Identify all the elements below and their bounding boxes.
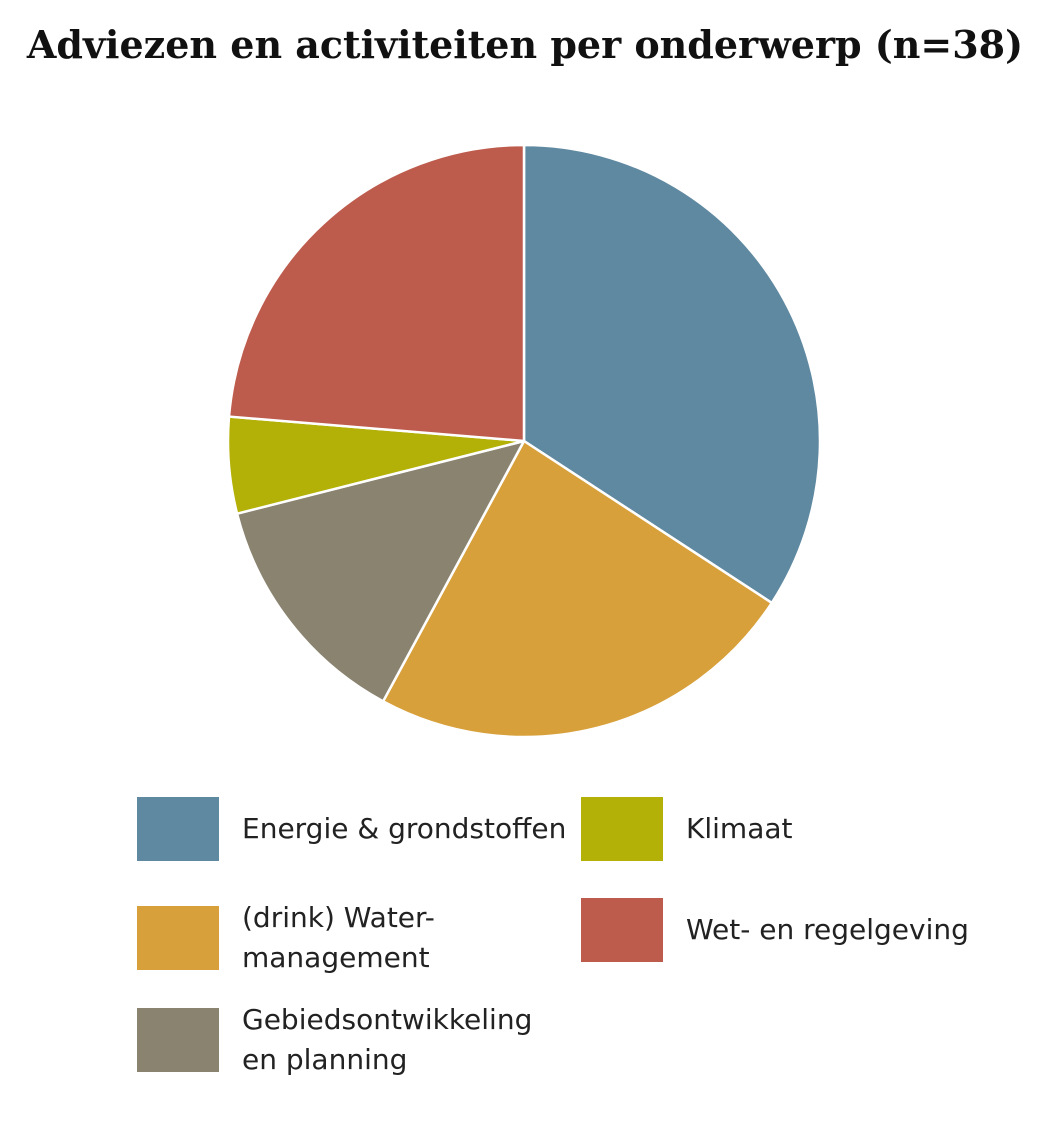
legend-item-gebiedsontwikkeling: Gebiedsontwikkeling en planning xyxy=(137,1000,532,1080)
legend-swatch-gebiedsontwikkeling xyxy=(137,1008,219,1072)
pie-slice-water xyxy=(381,439,774,739)
legend-item-water: (drink) Water- management xyxy=(137,898,435,978)
pie-slice-wetgeving xyxy=(227,143,526,443)
legend-label-gebiedsontwikkeling: Gebiedsontwikkeling en planning xyxy=(242,1003,533,1076)
pie-slice-gebiedsontwikkeling xyxy=(235,439,526,703)
legend-swatch-wetgeving xyxy=(581,898,663,962)
legend-swatch-water xyxy=(137,906,219,970)
legend-item-energie: Energie & grondstoffen xyxy=(137,797,566,861)
legend-swatch-klimaat xyxy=(581,797,663,861)
legend-label-water: (drink) Water- management xyxy=(242,901,435,974)
legend-label-wetgeving: Wet- en regelgeving xyxy=(686,913,969,946)
pie-chart xyxy=(226,143,822,739)
legend-item-klimaat: Klimaat xyxy=(581,797,793,861)
legend-item-wetgeving: Wet- en regelgeving xyxy=(581,898,969,962)
legend-label-energie: Energie & grondstoffen xyxy=(242,812,567,845)
chart-title: Adviezen en activiteiten per onderwerp (… xyxy=(26,22,1024,67)
legend-label-klimaat: Klimaat xyxy=(686,812,793,845)
legend-swatch-energie xyxy=(137,797,219,861)
